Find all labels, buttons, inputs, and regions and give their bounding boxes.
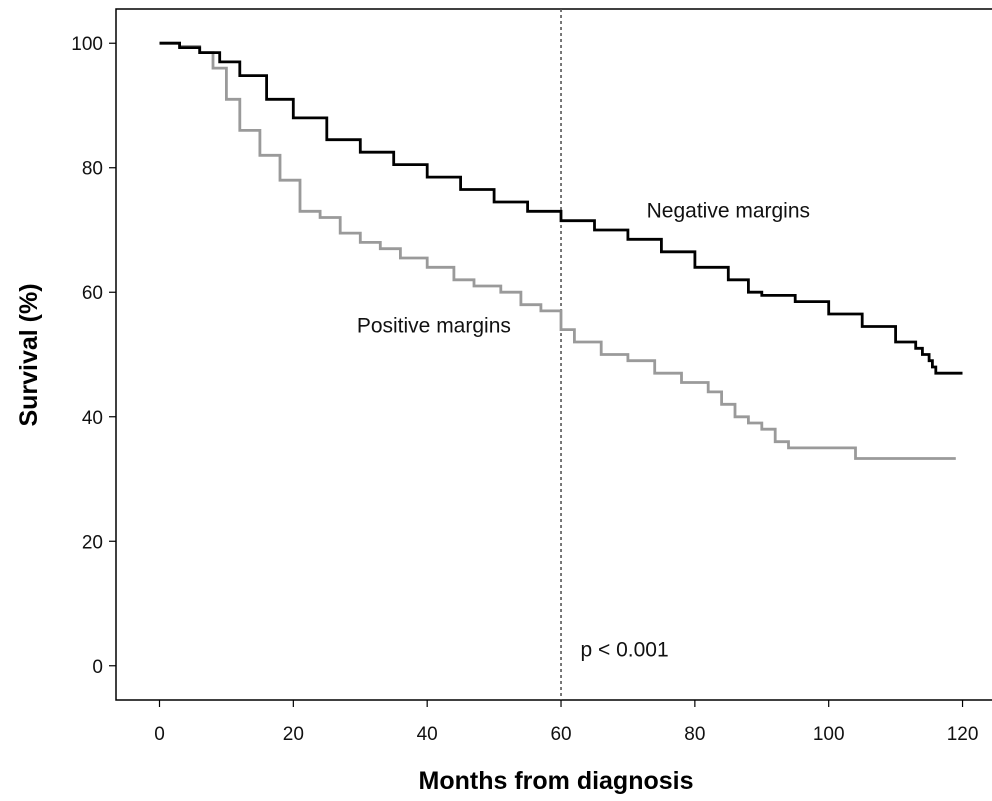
x-axis: 0 20 40 60 80 100 120 (154, 700, 978, 745)
x-tick-label: 0 (154, 724, 165, 745)
annotation-label: Negative margins (647, 200, 810, 223)
series-line-negative-margins (159, 41, 963, 375)
series-group (159, 41, 963, 460)
series-line-positive-margins (159, 41, 956, 460)
x-axis-title: Months from diagnosis (419, 767, 694, 795)
y-axis: 0 20 40 60 80 100 (71, 34, 116, 678)
y-tick-label: 20 (82, 532, 103, 553)
y-tick-label: 80 (82, 159, 103, 180)
y-tick-label: 100 (71, 34, 103, 55)
y-tick-label: 60 (82, 283, 103, 304)
x-tick-label: 100 (813, 724, 845, 745)
annotation-label: p < 0.001 (581, 638, 669, 661)
annotation-group: Negative margins Positive margins p < 0.00… (357, 200, 810, 662)
annotation-label: Positive margins (357, 315, 511, 338)
plot-area (115, 8, 992, 701)
x-tick-label: 40 (417, 724, 438, 745)
y-tick-label: 0 (92, 657, 103, 678)
x-tick-label: 80 (684, 724, 705, 745)
x-tick-label: 60 (550, 724, 571, 745)
x-tick-label: 20 (283, 724, 304, 745)
x-tick-label: 120 (947, 724, 979, 745)
y-tick-label: 40 (82, 408, 103, 429)
y-axis-title: Survival (%) (15, 283, 43, 426)
